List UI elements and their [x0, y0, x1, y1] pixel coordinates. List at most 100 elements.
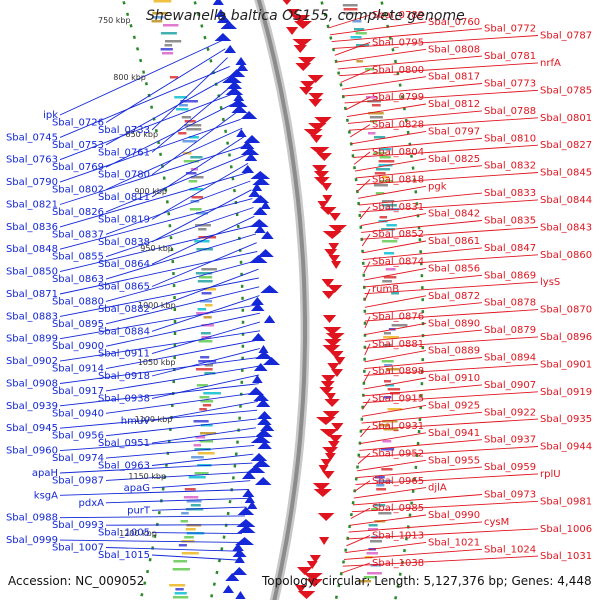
leader-line	[364, 343, 371, 356]
leader-line	[151, 374, 260, 399]
feature-stripe	[165, 40, 182, 43]
gene-label-left: Sbal_0863	[52, 274, 104, 285]
reverse-gene-mark	[216, 15, 231, 23]
gene-label-right: Sbal_0787	[540, 31, 592, 42]
leader-line	[105, 339, 261, 370]
map-title: Shewanella baltica OS155, complete genom…	[146, 8, 465, 24]
feature-stripe	[342, 4, 358, 7]
feature-stripe	[391, 292, 400, 295]
reverse-gene-mark	[222, 75, 242, 83]
leader-line	[151, 189, 252, 243]
feature-stripe	[382, 240, 398, 243]
forward-gene-mark	[321, 291, 336, 299]
feature-stripe	[186, 500, 202, 503]
reverse-gene-mark	[240, 141, 255, 149]
leader-line	[59, 356, 260, 384]
leader-line	[355, 165, 483, 179]
leader-line	[352, 137, 483, 152]
gene-label-right: Sbal_0831	[372, 202, 424, 213]
leader-line	[364, 316, 371, 328]
feature-stripe	[176, 108, 189, 111]
feature-stripe	[370, 540, 383, 543]
leader-line	[151, 427, 256, 444]
gene-label-left: Sbal_0987	[52, 475, 104, 486]
leader-line	[356, 172, 539, 186]
gene-label-left: Sbal_0900	[52, 341, 104, 352]
forward-gene-mark	[322, 411, 340, 419]
reverse-gene-mark	[237, 507, 255, 515]
leader-line	[357, 453, 371, 465]
gene-label-right: Sbal_0870	[540, 305, 592, 316]
feature-stripe	[378, 512, 392, 515]
leader-line	[340, 69, 371, 83]
gene-label-right: Sbal_0832	[484, 161, 536, 172]
feature-stripe	[199, 300, 212, 303]
reverse-gene-mark	[261, 231, 274, 239]
reverse-gene-mark	[252, 459, 271, 467]
leader-line	[362, 404, 427, 417]
gene-label-left: Sbal_0908	[6, 379, 58, 390]
feature-stripe	[183, 496, 199, 499]
feature-stripe	[378, 164, 393, 167]
feature-stripe	[182, 140, 197, 143]
feature-stripe	[377, 480, 392, 483]
forward-gene-mark	[309, 555, 321, 563]
reverse-gene-mark	[260, 201, 271, 209]
reverse-gene-mark	[243, 135, 261, 143]
reverse-gene-mark	[236, 129, 247, 137]
gene-label-left: Sbal_0902	[6, 356, 58, 367]
reverse-gene-mark	[250, 171, 271, 179]
forward-gene-mark	[322, 231, 342, 239]
gene-label-right: Sbal_1024	[484, 544, 536, 555]
gene-label-left: Sbal_0988	[6, 513, 58, 524]
feature-stripe	[384, 252, 395, 255]
feature-stripe	[180, 100, 198, 103]
feature-stripe	[203, 392, 221, 395]
leader-line	[334, 41, 371, 56]
forward-gene-mark	[319, 537, 330, 545]
feature-stripe	[180, 520, 188, 523]
feature-stripe	[356, 60, 363, 63]
reverse-gene-mark	[250, 435, 271, 443]
forward-gene-mark	[308, 123, 327, 131]
leader-line	[59, 383, 259, 407]
reverse-gene-mark	[257, 441, 272, 449]
forward-gene-mark	[320, 183, 332, 191]
forward-gene-mark	[328, 225, 347, 233]
gene-label-right: Sbal_0925	[428, 400, 480, 411]
gene-label-left: Sbal_0880	[52, 296, 104, 307]
gene-label-right: Sbal_0952	[372, 448, 424, 459]
leader-line	[362, 391, 539, 404]
feature-stripe	[196, 212, 208, 215]
feature-stripe	[191, 196, 203, 199]
leader-line	[353, 487, 427, 499]
gene-label-left: Sbal_0899	[6, 334, 58, 345]
gene-label-right: Sbal_0827	[540, 140, 592, 151]
kbp-tick-label: 950 kbp	[140, 244, 173, 253]
forward-gene-mark	[293, 21, 312, 29]
leader-line	[59, 539, 241, 543]
feature-stripe	[352, 20, 362, 23]
feature-stripe	[370, 564, 382, 567]
leader-line	[359, 432, 427, 445]
leader-line	[348, 521, 483, 533]
forward-gene-mark	[317, 513, 335, 521]
gene-label-right: pgk	[428, 181, 447, 192]
feature-stripe	[385, 384, 395, 387]
leader-line	[151, 348, 261, 377]
leader-line	[59, 65, 230, 138]
forward-gene-mark	[321, 279, 335, 287]
feature-stripe	[381, 204, 397, 207]
forward-gene-mark	[308, 99, 323, 107]
forward-gene-mark	[325, 333, 345, 341]
feature-stripe	[358, 580, 372, 583]
gene-label-right: Sbal_0801	[540, 113, 592, 124]
gene-label-left: apaG	[124, 483, 150, 494]
feature-stripe	[354, 28, 365, 31]
leader-line	[347, 110, 483, 124]
forward-gene-mark	[296, 567, 313, 575]
feature-stripe	[188, 136, 199, 139]
forward-gene-mark	[319, 207, 337, 215]
reverse-gene-mark	[252, 177, 270, 185]
feature-stripe	[378, 424, 390, 427]
